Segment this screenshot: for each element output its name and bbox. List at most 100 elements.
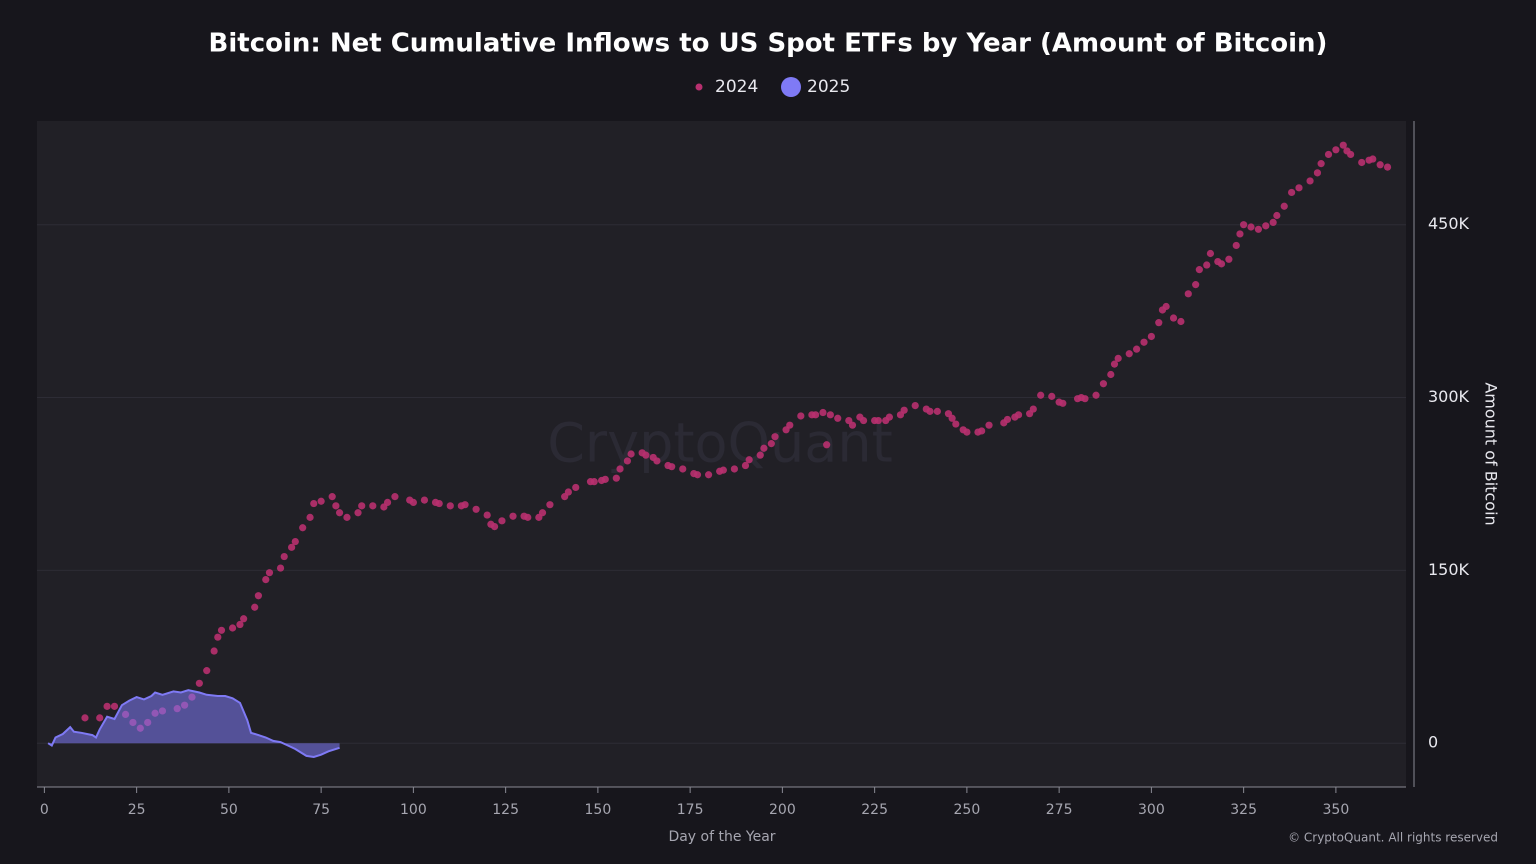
- point: [1029, 405, 1037, 413]
- point: [483, 511, 491, 519]
- point: [1225, 255, 1233, 263]
- legend-marker: [695, 83, 703, 91]
- point: [1110, 360, 1119, 368]
- point: [354, 509, 362, 517]
- point: [848, 421, 857, 429]
- point: [409, 498, 417, 506]
- x-tick-label: 200: [769, 802, 796, 818]
- point: [446, 502, 454, 510]
- point: [1383, 163, 1392, 171]
- point: [933, 407, 941, 415]
- legend: 2024 2025: [695, 77, 850, 97]
- x-tick-label: 300: [1138, 802, 1165, 818]
- point: [1369, 155, 1377, 163]
- point: [1358, 158, 1366, 167]
- y-tick-label: 450K: [1428, 214, 1470, 233]
- point: [1099, 380, 1108, 388]
- point: [1125, 350, 1133, 358]
- point: [335, 509, 344, 517]
- area: [48, 690, 340, 757]
- y-tick-label: 300K: [1428, 387, 1470, 406]
- point: [612, 474, 620, 482]
- point: [1037, 391, 1045, 399]
- point: [103, 702, 111, 710]
- point: [786, 421, 794, 429]
- point: [461, 501, 469, 509]
- point: [358, 502, 366, 510]
- point: [96, 714, 104, 722]
- point: [719, 466, 727, 474]
- point: [885, 413, 893, 421]
- point: [251, 603, 259, 611]
- point: [926, 407, 934, 415]
- x-tick-label: 325: [1230, 802, 1257, 818]
- point: [498, 517, 506, 525]
- point: [616, 465, 624, 473]
- x-tick-label: 350: [1323, 802, 1350, 818]
- point: [1339, 141, 1347, 149]
- point: [1155, 319, 1163, 327]
- point: [288, 543, 296, 551]
- point: [859, 416, 868, 425]
- point: [704, 471, 713, 479]
- x-tick-label: 150: [585, 802, 612, 818]
- point: [1140, 338, 1148, 346]
- point: [420, 496, 429, 504]
- point: [110, 702, 119, 710]
- point: [1203, 261, 1211, 269]
- x-axis-label: Day of the Year: [668, 829, 775, 845]
- point: [1206, 249, 1215, 258]
- point: [369, 502, 377, 510]
- legend-label: 2025: [807, 77, 850, 97]
- x-tick-label: 100: [400, 802, 427, 818]
- point: [1236, 230, 1244, 238]
- y-tick-label: 150K: [1428, 560, 1470, 579]
- point: [1280, 202, 1288, 210]
- point: [900, 406, 908, 414]
- point: [623, 457, 632, 465]
- area-line: [47, 689, 340, 759]
- point: [756, 451, 764, 459]
- point: [435, 499, 443, 508]
- point: [1014, 411, 1023, 419]
- point: [1240, 221, 1248, 229]
- point: [280, 552, 288, 561]
- point: [767, 440, 775, 448]
- x-tick-label: 75: [312, 802, 330, 818]
- point: [81, 714, 89, 722]
- watermark: CryptoQuant: [547, 412, 893, 475]
- point: [730, 465, 739, 473]
- point: [1003, 415, 1012, 424]
- point: [911, 402, 919, 410]
- point: [1288, 188, 1296, 197]
- point: [978, 427, 986, 435]
- point: [1247, 223, 1255, 231]
- point: [819, 408, 827, 417]
- point: [874, 416, 882, 425]
- point: [741, 461, 750, 470]
- point: [332, 502, 340, 510]
- point: [217, 626, 226, 634]
- point: [771, 433, 779, 441]
- point: [1107, 370, 1115, 379]
- point: [546, 501, 554, 509]
- point: [306, 513, 314, 521]
- point: [760, 444, 768, 452]
- point: [1273, 211, 1281, 220]
- point: [1162, 302, 1170, 311]
- point: [254, 592, 263, 600]
- point: [1347, 150, 1355, 159]
- point: [834, 414, 842, 422]
- point: [1254, 225, 1262, 233]
- point: [214, 633, 222, 641]
- point: [472, 505, 480, 513]
- point: [538, 509, 547, 517]
- point: [826, 411, 834, 419]
- copyright: © CryptoQuant. All rights reserved: [1288, 831, 1498, 845]
- point: [195, 679, 203, 687]
- point: [693, 471, 702, 479]
- point: [811, 411, 820, 419]
- point: [1184, 290, 1192, 298]
- point: [299, 524, 307, 532]
- x-tick-label: 225: [861, 802, 888, 818]
